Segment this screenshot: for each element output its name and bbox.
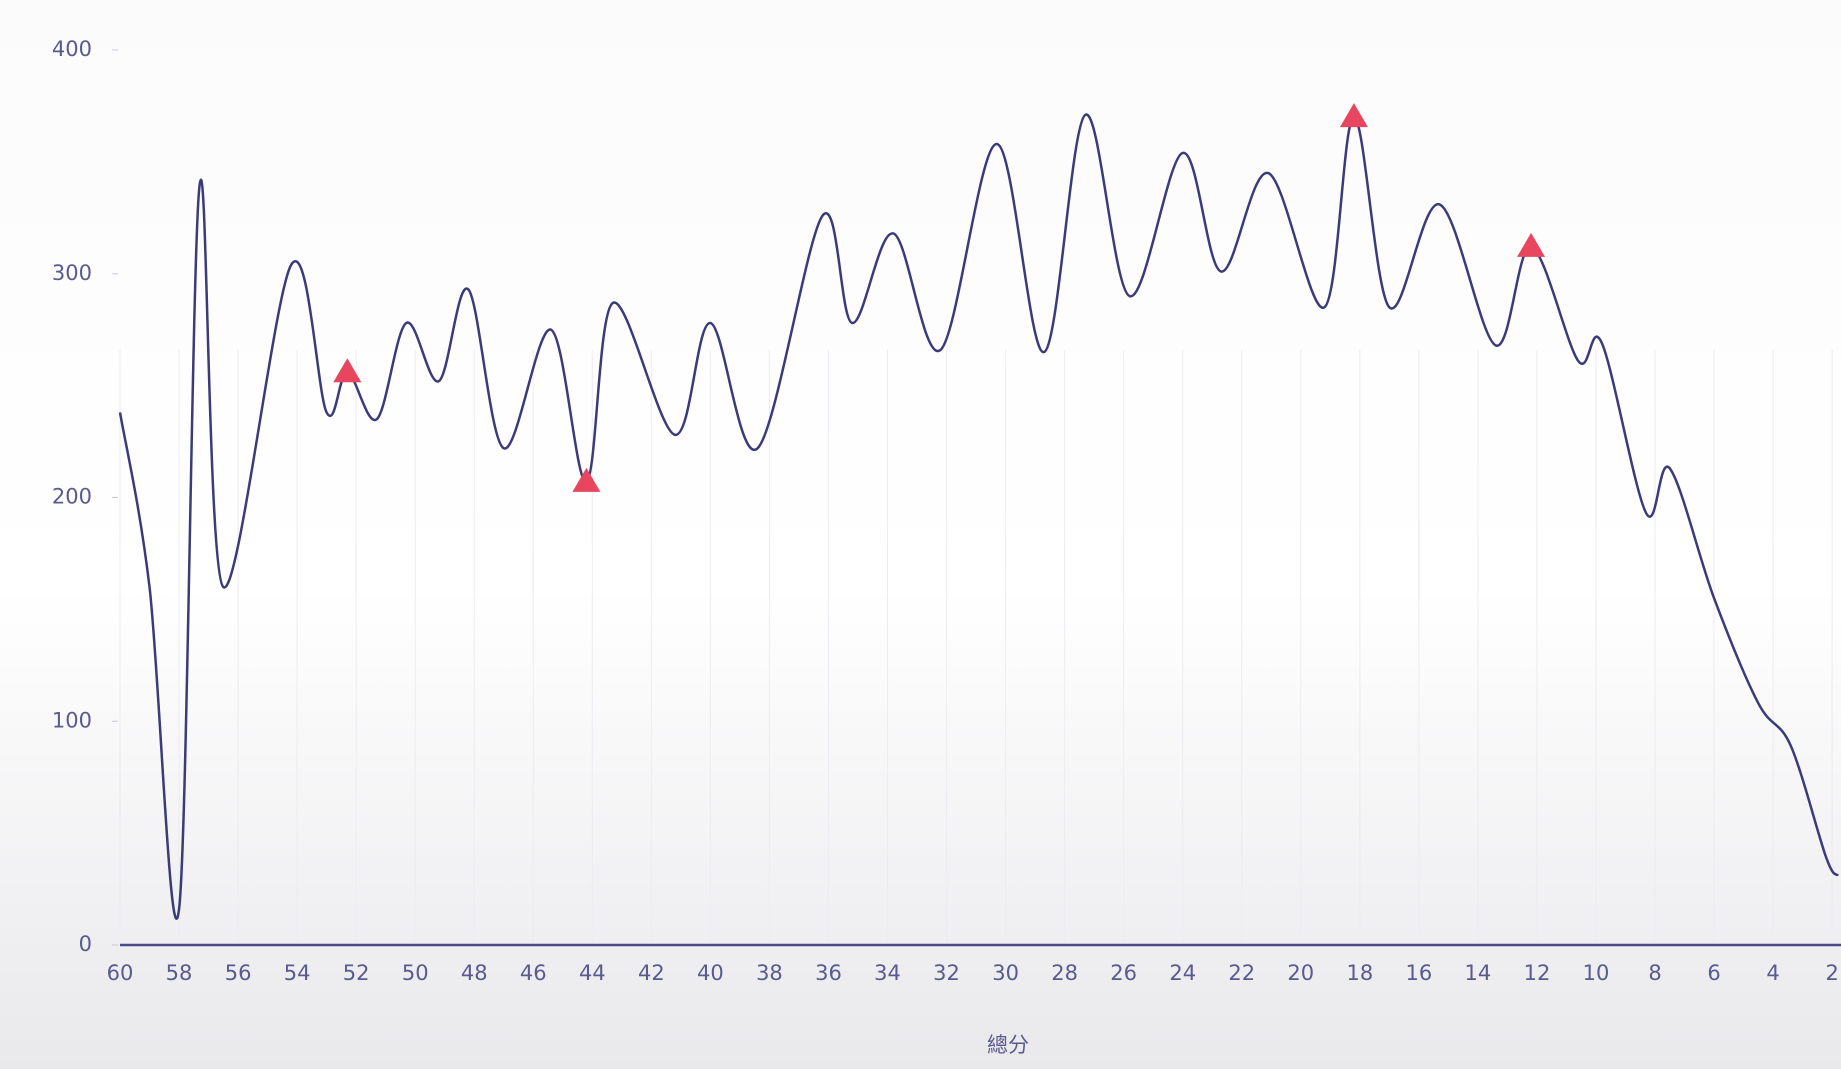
x-tick-label: 46 [520, 961, 547, 985]
x-tick-label: 34 [874, 961, 901, 985]
x-tick-label: 58 [166, 961, 193, 985]
x-tick-label: 32 [933, 961, 960, 985]
line-series [118, 113, 1840, 920]
marker-triangle [1339, 103, 1368, 128]
x-tick-label: 22 [1228, 961, 1255, 985]
x-tick-label: 12 [1524, 961, 1551, 985]
x-tick-label: 28 [1051, 961, 1078, 985]
x-axis-label: 總分 [987, 1033, 1029, 1057]
x-tick-label: 20 [1287, 961, 1314, 985]
x-tick-label: 38 [756, 961, 783, 985]
x-tick-label: 44 [579, 961, 606, 985]
marker-triangle [333, 358, 362, 383]
x-tick-label: 14 [1465, 961, 1492, 985]
x-tick-label: 18 [1346, 961, 1373, 985]
y-tick-label: 300 [52, 261, 92, 285]
x-tick-label: 36 [815, 961, 842, 985]
y-tick-label: 200 [52, 485, 92, 509]
marker-triangle [1517, 232, 1546, 257]
marker-triangle [572, 467, 601, 492]
x-tick-label: 40 [697, 961, 724, 985]
x-tick-label: 50 [402, 961, 429, 985]
x-tick-label: 10 [1583, 961, 1610, 985]
x-tick-label: 30 [992, 961, 1019, 985]
x-tick-label: 24 [1169, 961, 1196, 985]
x-tick-label: 6 [1707, 961, 1720, 985]
x-tick-label: 54 [284, 961, 311, 985]
x-tick-label: 42 [638, 961, 665, 985]
x-tick-label: 16 [1406, 961, 1433, 985]
y-tick-label: 400 [52, 37, 92, 61]
x-tick-label: 56 [225, 961, 252, 985]
y-tick-label: 100 [52, 708, 92, 732]
x-tick-label: 26 [1110, 961, 1137, 985]
x-tick-label: 2 [1825, 961, 1838, 985]
x-tick-label: 60 [107, 961, 134, 985]
x-tick-label: 52 [343, 961, 370, 985]
y-tick-label: 0 [79, 932, 92, 956]
x-tick-label: 48 [461, 961, 488, 985]
x-tick-label: 8 [1648, 961, 1661, 985]
x-tick-label: 4 [1766, 961, 1779, 985]
